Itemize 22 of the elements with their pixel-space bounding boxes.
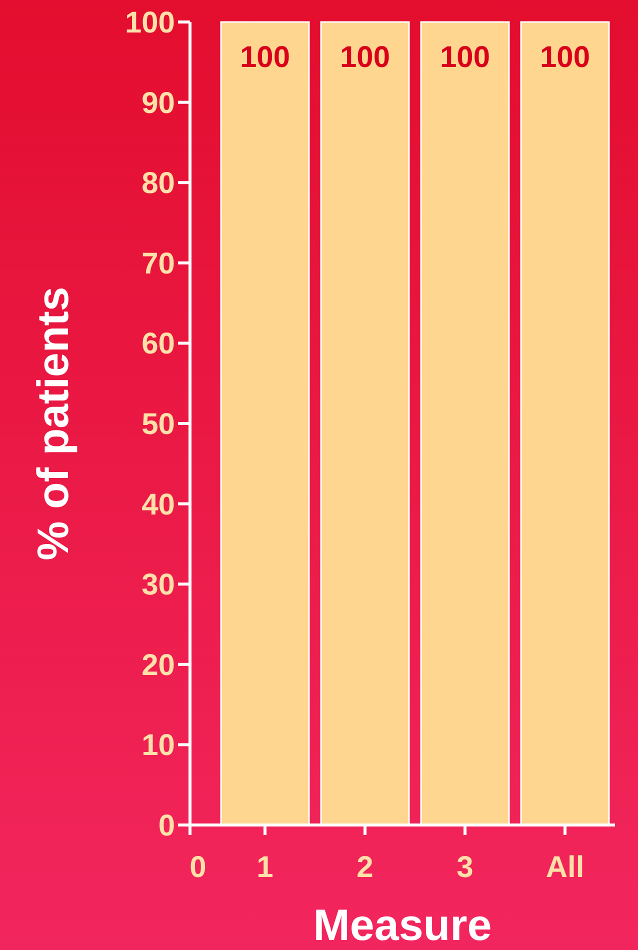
y-tick-label: 30 bbox=[142, 568, 175, 602]
y-tick-label: 90 bbox=[142, 86, 175, 120]
x-tick-label: 2 bbox=[356, 851, 374, 884]
y-tick-label: 20 bbox=[142, 648, 175, 682]
data-label: 100 bbox=[540, 41, 590, 74]
x-tick-label: 1 bbox=[256, 851, 274, 884]
y-axis-title: % of patients bbox=[29, 286, 78, 560]
data-label: 100 bbox=[440, 41, 490, 74]
x-tick-label: All bbox=[546, 851, 584, 884]
y-tick-label: 100 bbox=[124, 6, 175, 40]
y-tick-label: 10 bbox=[142, 729, 175, 762]
y-tick-label: 50 bbox=[142, 408, 175, 441]
y-tick-label: 40 bbox=[142, 488, 175, 522]
y-tick-label: 60 bbox=[142, 328, 175, 361]
x-tick-label: 3 bbox=[456, 851, 474, 884]
x-axis-title: Measure bbox=[313, 901, 492, 950]
data-label: 100 bbox=[240, 41, 290, 74]
y-tick-label: 80 bbox=[142, 167, 175, 200]
x-tick-label: 0 bbox=[190, 851, 206, 884]
y-tick-label: 70 bbox=[142, 247, 175, 280]
y-tick-label: 0 bbox=[158, 810, 175, 842]
data-label: 100 bbox=[340, 41, 390, 74]
